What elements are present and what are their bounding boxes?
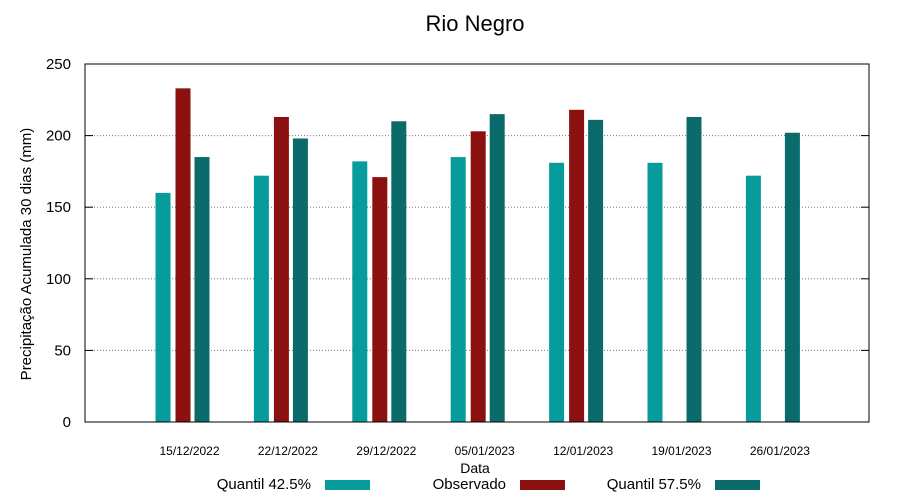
y-tick-label: 200 [46,128,71,145]
bars-group [155,88,800,423]
bar [292,138,308,423]
x-axis-ticks: 15/12/2022 22/12/2022 29/12/2022 05/01/2023… [159,444,810,458]
plot-frame [84,63,870,423]
legend-swatch [325,480,370,490]
legend: Quantil 42.5% Observado Quantil 57.5% [217,476,760,493]
bar [470,131,486,422]
bar [647,162,663,423]
y-tick-label: 50 [54,342,71,359]
y-axis-ticks: 0 50 100 150 200 250 [46,56,869,431]
bar [549,162,565,423]
y-tick-label: 250 [46,56,71,73]
bar [588,119,604,423]
legend-label: Quantil 42.5% [217,476,311,493]
legend-label: Observado [433,476,506,493]
bar [391,121,407,422]
chart-title: Rio Negro [425,11,524,36]
bar [273,116,289,422]
x-tick-label: 12/01/2023 [553,444,613,458]
x-tick-label: 29/12/2022 [356,444,416,458]
bar [784,132,800,422]
legend-swatch [520,480,565,490]
x-tick-label: 22/12/2022 [258,444,318,458]
bar [253,175,269,422]
y-axis-label: Precipitação Acumulada 30 dias (mm) [18,128,35,381]
legend-label: Quantil 57.5% [607,476,701,493]
bar [450,157,466,422]
x-tick-label: 05/01/2023 [455,444,515,458]
bar [352,161,368,422]
bar [489,114,505,423]
bar [194,157,210,422]
y-tick-label: 0 [63,414,71,431]
y-tick-label: 100 [46,271,71,288]
bar [175,88,191,423]
x-tick-label: 15/12/2022 [159,444,219,458]
y-tick-label: 150 [46,199,71,216]
bar [155,192,171,422]
x-axis-label: Data [460,460,490,476]
bar [745,175,761,422]
x-tick-label: 19/01/2023 [651,444,711,458]
legend-swatch [715,480,760,490]
bar [569,109,585,422]
bar [686,116,702,422]
bar [372,177,388,422]
x-tick-label: 26/01/2023 [750,444,810,458]
